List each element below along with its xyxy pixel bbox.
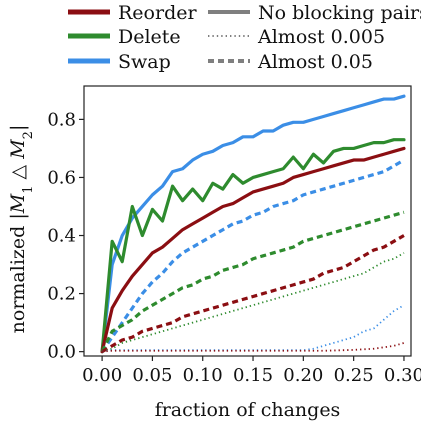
series-swap-almost-0-05 xyxy=(100,158,405,353)
y-axis-label-part-3: △ xyxy=(7,159,29,186)
legend-label-no-blocking-pairs: No blocking pairs xyxy=(258,2,421,24)
series-reorder xyxy=(100,146,406,354)
y-axis-label-part-2: 1 xyxy=(21,185,36,193)
legend-item-almost-0-005: Almost 0.005 xyxy=(208,26,385,48)
x-tick-label-0: 0.00 xyxy=(82,365,122,386)
legend: Reorder No blocking pairs Delete Almost 0.0… xyxy=(68,2,421,73)
y-axis-label-part-0: normalized | xyxy=(7,213,29,333)
y-axis-label-part-6: | xyxy=(7,125,29,131)
y-axis-label-part-4: M xyxy=(7,139,29,160)
y-axis-label: normalized |M1 △ M2| xyxy=(7,125,36,334)
legend-label-almost-0-05: Almost 0.05 xyxy=(257,51,373,73)
series-line-delete-almost-0-005 xyxy=(101,252,405,353)
legend-item-reorder: Reorder xyxy=(68,2,197,24)
y-tick-label-3: 0.6 xyxy=(47,167,76,188)
plot-area xyxy=(83,85,412,357)
legend-item-swap: Swap xyxy=(68,51,171,73)
series-reorder-almost-0-05 xyxy=(101,234,405,354)
series-delete-almost-0-005 xyxy=(101,252,405,353)
y-axis-label-group: normalized |M1 △ M2| xyxy=(7,125,36,334)
series-delete xyxy=(100,138,406,354)
series-reorder-almost-0-005 xyxy=(102,342,405,353)
x-axis-label: fraction of changes xyxy=(155,399,341,421)
x-tick-label-5: 0.25 xyxy=(334,365,374,386)
y-tick-label-1: 0.2 xyxy=(47,284,76,305)
series-line-swap xyxy=(100,94,406,354)
legend-label-delete: Delete xyxy=(118,26,181,48)
x-tick-label-3: 0.15 xyxy=(233,365,273,386)
series-line-delete xyxy=(100,138,406,354)
series-layer xyxy=(100,94,406,354)
x-tick-label-4: 0.20 xyxy=(283,365,323,386)
legend-label-reorder: Reorder xyxy=(118,2,197,24)
series-swap xyxy=(100,94,406,354)
x-tick-label-6: 0.30 xyxy=(384,365,421,386)
series-line-delete-almost-0-05 xyxy=(100,210,405,353)
y-axis-label-part-1: M xyxy=(7,193,29,214)
y-axis-label-part-5: 2 xyxy=(21,131,36,139)
legend-item-almost-0-05: Almost 0.05 xyxy=(208,51,373,73)
axes-frame xyxy=(83,85,412,357)
legend-item-no-blocking-pairs: No blocking pairs xyxy=(208,2,421,24)
legend-label-swap: Swap xyxy=(118,51,171,73)
legend-label-almost-0-005: Almost 0.005 xyxy=(257,26,385,48)
y-tick-label-4: 0.8 xyxy=(47,109,76,130)
y-tick-label-2: 0.4 xyxy=(47,226,76,247)
legend-item-delete: Delete xyxy=(68,26,181,48)
y-tick-label-0: 0.0 xyxy=(47,342,76,363)
y-axis: 0.0 0.2 0.4 0.6 0.8 xyxy=(47,109,84,363)
x-tick-label-2: 0.10 xyxy=(183,365,223,386)
series-line-reorder-almost-0-05 xyxy=(101,234,405,354)
x-tick-label-1: 0.05 xyxy=(132,365,172,386)
series-line-reorder xyxy=(100,146,406,354)
series-line-swap-almost-0-05 xyxy=(100,158,405,353)
x-axis: 0.00 0.05 0.10 0.15 0.20 0.25 0.30 xyxy=(82,356,421,386)
series-delete-almost-0-05 xyxy=(100,210,405,353)
series-line-reorder-almost-0-005 xyxy=(102,342,405,353)
